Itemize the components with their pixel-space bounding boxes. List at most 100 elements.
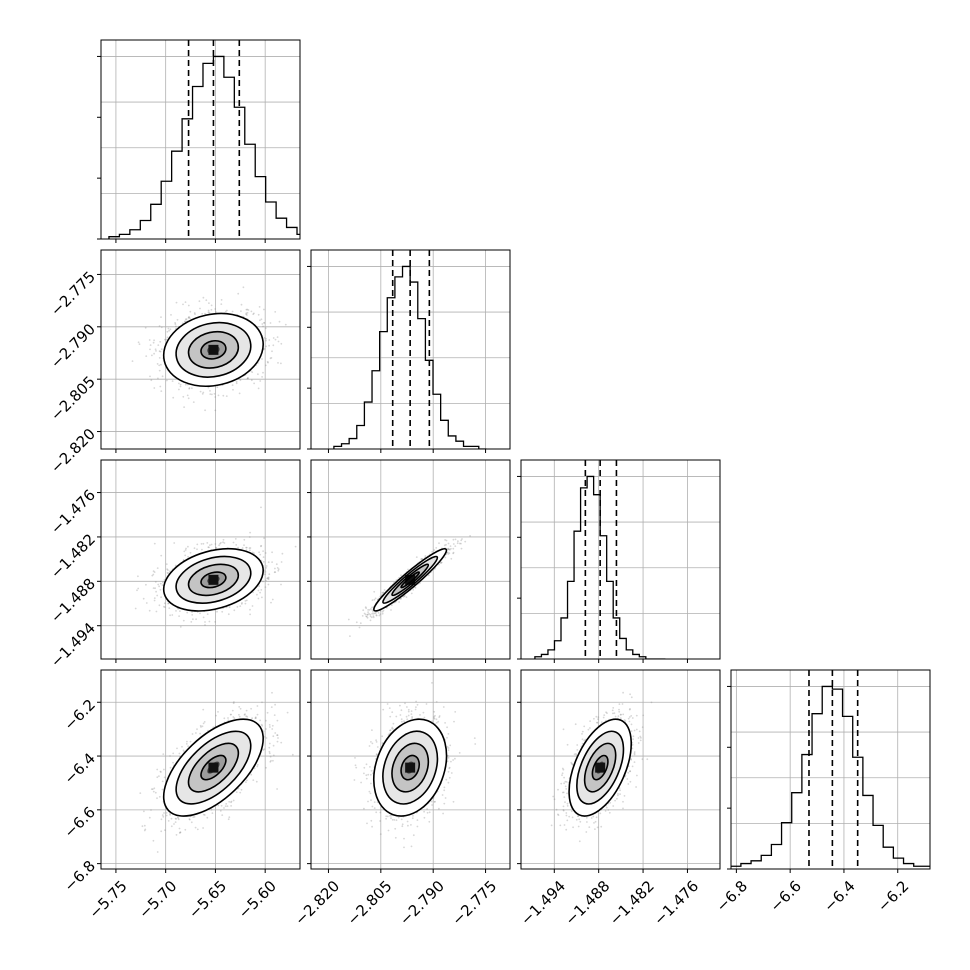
scatter-point <box>224 310 227 313</box>
scatter-point <box>378 614 381 617</box>
scatter-point <box>177 817 180 819</box>
scatter-point <box>259 553 262 556</box>
scatter-point <box>160 348 163 351</box>
scatter-point <box>188 818 191 821</box>
scatter-point <box>265 565 268 567</box>
scatter-point <box>448 548 450 551</box>
scatter-point <box>382 591 385 594</box>
histogram-step-p1 <box>108 55 300 239</box>
scatter-point <box>222 541 224 544</box>
scatter-point <box>271 728 274 730</box>
scatter-point <box>220 299 223 301</box>
scatter-point <box>366 613 369 616</box>
scatter-point <box>177 818 180 821</box>
scatter-point <box>239 605 242 607</box>
scatter-point <box>206 613 209 615</box>
scatter-point <box>214 396 217 398</box>
scatter-point <box>452 552 454 555</box>
scatter-point <box>245 312 248 315</box>
scatter-point <box>211 393 213 396</box>
scatter-point <box>390 604 393 607</box>
scatter-point <box>202 708 205 711</box>
scatter-point <box>265 567 268 569</box>
contour-line <box>175 555 252 604</box>
scatter-point <box>182 303 184 306</box>
scatter-point <box>196 548 198 551</box>
scatter-point <box>250 310 253 313</box>
scatter-point <box>435 547 438 549</box>
scatter-point <box>365 607 367 610</box>
scatter-point <box>199 390 202 393</box>
scatter-point <box>369 619 372 622</box>
scatter-point <box>272 735 275 738</box>
scatter-point <box>184 549 187 551</box>
contour-line <box>200 571 227 589</box>
scatter-point <box>188 387 191 390</box>
scatter-point <box>237 292 240 295</box>
scatter-point <box>204 409 207 412</box>
scatter-point <box>454 545 457 547</box>
scatter-point <box>173 823 175 825</box>
scatter-point <box>266 360 269 363</box>
scatter-point <box>162 581 164 584</box>
scatter-point <box>160 554 163 557</box>
scatter-point <box>427 574 430 577</box>
scatter-point <box>222 394 225 397</box>
scatter-point <box>445 543 447 546</box>
scatter-point <box>267 361 269 364</box>
scatter-point <box>201 548 203 551</box>
scatter-point <box>160 390 163 392</box>
scatter-point <box>257 313 260 316</box>
scatter-point <box>240 310 242 312</box>
scatter-point <box>461 538 463 540</box>
scatter-point <box>196 543 199 546</box>
scatter-point <box>202 391 205 394</box>
scatter-point <box>261 376 263 378</box>
scatter-point <box>420 557 423 560</box>
contour-line <box>162 547 264 612</box>
scatter-point <box>369 613 372 616</box>
scatter-point <box>155 610 158 613</box>
scatter-point <box>138 343 141 346</box>
scatter-point <box>218 544 221 547</box>
scatter-point <box>250 379 253 382</box>
scatter-point <box>362 609 365 612</box>
histogram-panel-p2 <box>311 250 510 449</box>
scatter-point <box>153 542 156 545</box>
scatter-point <box>267 578 270 581</box>
scatter-point <box>274 732 277 734</box>
scatter-point <box>199 732 202 735</box>
scatter-point <box>273 714 276 716</box>
scatter-point <box>160 316 162 318</box>
scatter-point <box>235 791 238 793</box>
scatter-point <box>202 813 205 816</box>
scatter-point <box>217 394 220 397</box>
scatter-point <box>191 611 193 613</box>
scatter-point <box>366 613 369 616</box>
scatter-point <box>154 348 157 351</box>
scatter-point <box>280 583 282 586</box>
scatter-point <box>276 740 279 743</box>
scatter-point <box>170 817 173 820</box>
scatter-point <box>257 373 259 376</box>
scatter-point <box>193 312 196 314</box>
scatter-point <box>277 340 280 343</box>
scatter-point <box>415 556 418 558</box>
scatter-point <box>163 605 165 608</box>
scatter-point <box>249 549 251 552</box>
scatter-point <box>261 596 263 599</box>
scatter-point <box>191 387 193 390</box>
scatter-point <box>460 547 463 550</box>
scatter-point <box>438 542 440 545</box>
scatter-point <box>149 375 151 378</box>
scatter-point <box>448 548 451 551</box>
scatter-point <box>188 316 191 319</box>
scatter-point <box>155 590 158 593</box>
scatter-point <box>257 597 260 600</box>
scatter-point <box>232 541 235 544</box>
scatter-point <box>192 401 195 403</box>
scatter-point <box>216 386 219 389</box>
scatter-point <box>460 542 462 545</box>
scatter-point <box>170 825 173 828</box>
scatter-point <box>222 538 225 541</box>
